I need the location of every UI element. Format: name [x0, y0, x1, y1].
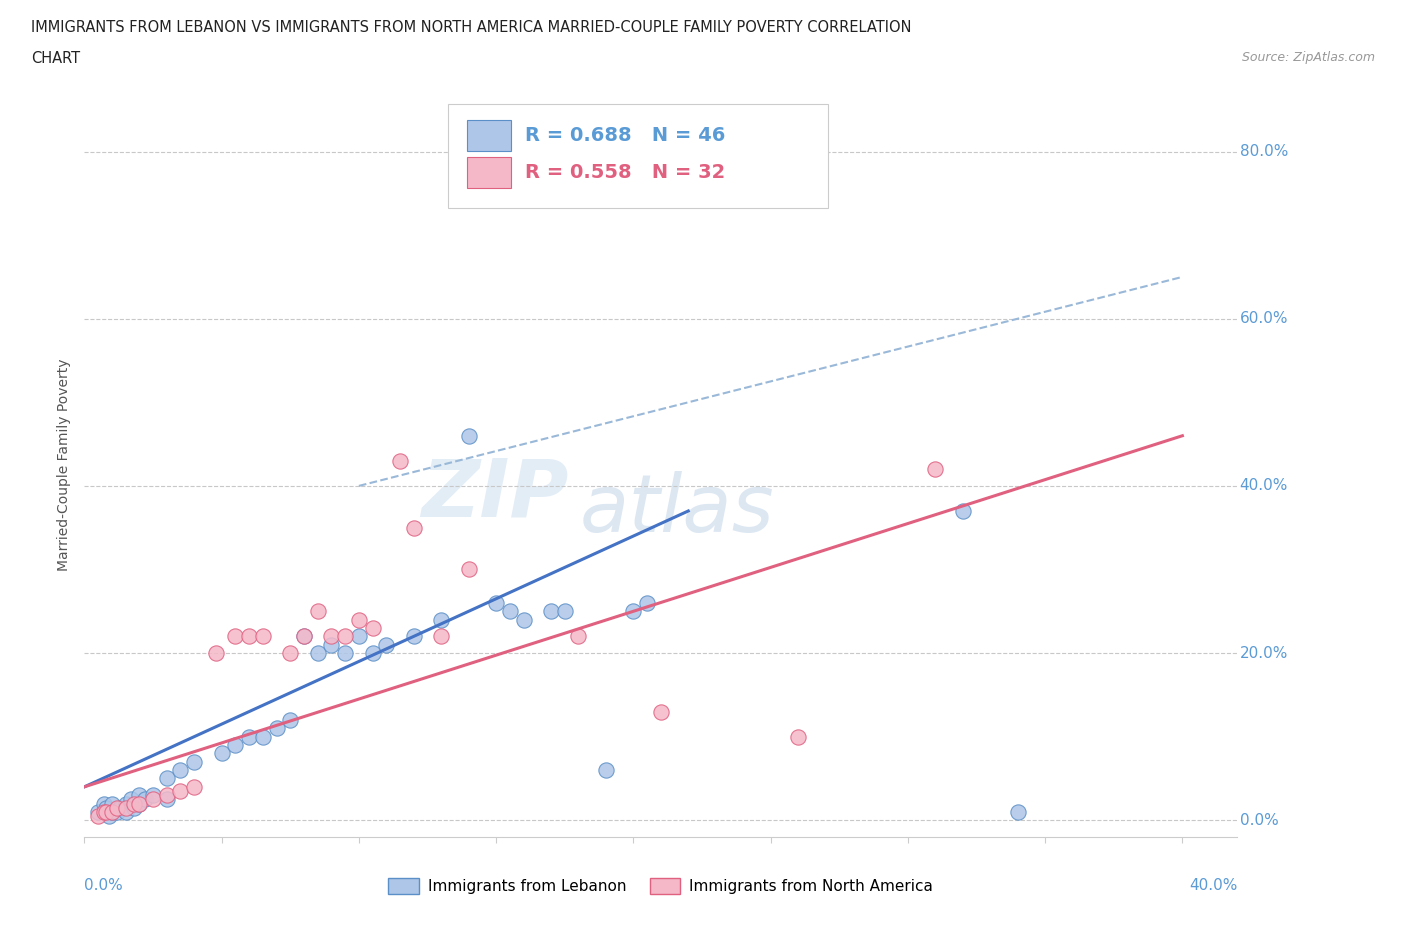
Text: CHART: CHART: [31, 51, 80, 66]
Text: R = 0.558   N = 32: R = 0.558 N = 32: [524, 163, 725, 182]
Text: ZIP: ZIP: [422, 456, 568, 534]
Bar: [467, 120, 510, 151]
Text: atlas: atlas: [581, 471, 775, 549]
Y-axis label: Married-Couple Family Poverty: Married-Couple Family Poverty: [58, 359, 72, 571]
Text: 40.0%: 40.0%: [1240, 478, 1288, 494]
Text: 0.0%: 0.0%: [84, 878, 124, 893]
Text: Source: ZipAtlas.com: Source: ZipAtlas.com: [1241, 51, 1375, 64]
Text: 60.0%: 60.0%: [1240, 312, 1288, 326]
Text: 80.0%: 80.0%: [1240, 144, 1288, 159]
Legend: Immigrants from Lebanon, Immigrants from North America: Immigrants from Lebanon, Immigrants from…: [382, 871, 939, 900]
Text: 0.0%: 0.0%: [1240, 813, 1278, 828]
FancyBboxPatch shape: [447, 104, 828, 208]
Text: R = 0.688   N = 46: R = 0.688 N = 46: [524, 126, 725, 145]
Bar: [467, 157, 510, 188]
Text: 40.0%: 40.0%: [1189, 878, 1237, 893]
Text: IMMIGRANTS FROM LEBANON VS IMMIGRANTS FROM NORTH AMERICA MARRIED-COUPLE FAMILY P: IMMIGRANTS FROM LEBANON VS IMMIGRANTS FR…: [31, 20, 911, 35]
Text: 20.0%: 20.0%: [1240, 645, 1288, 660]
